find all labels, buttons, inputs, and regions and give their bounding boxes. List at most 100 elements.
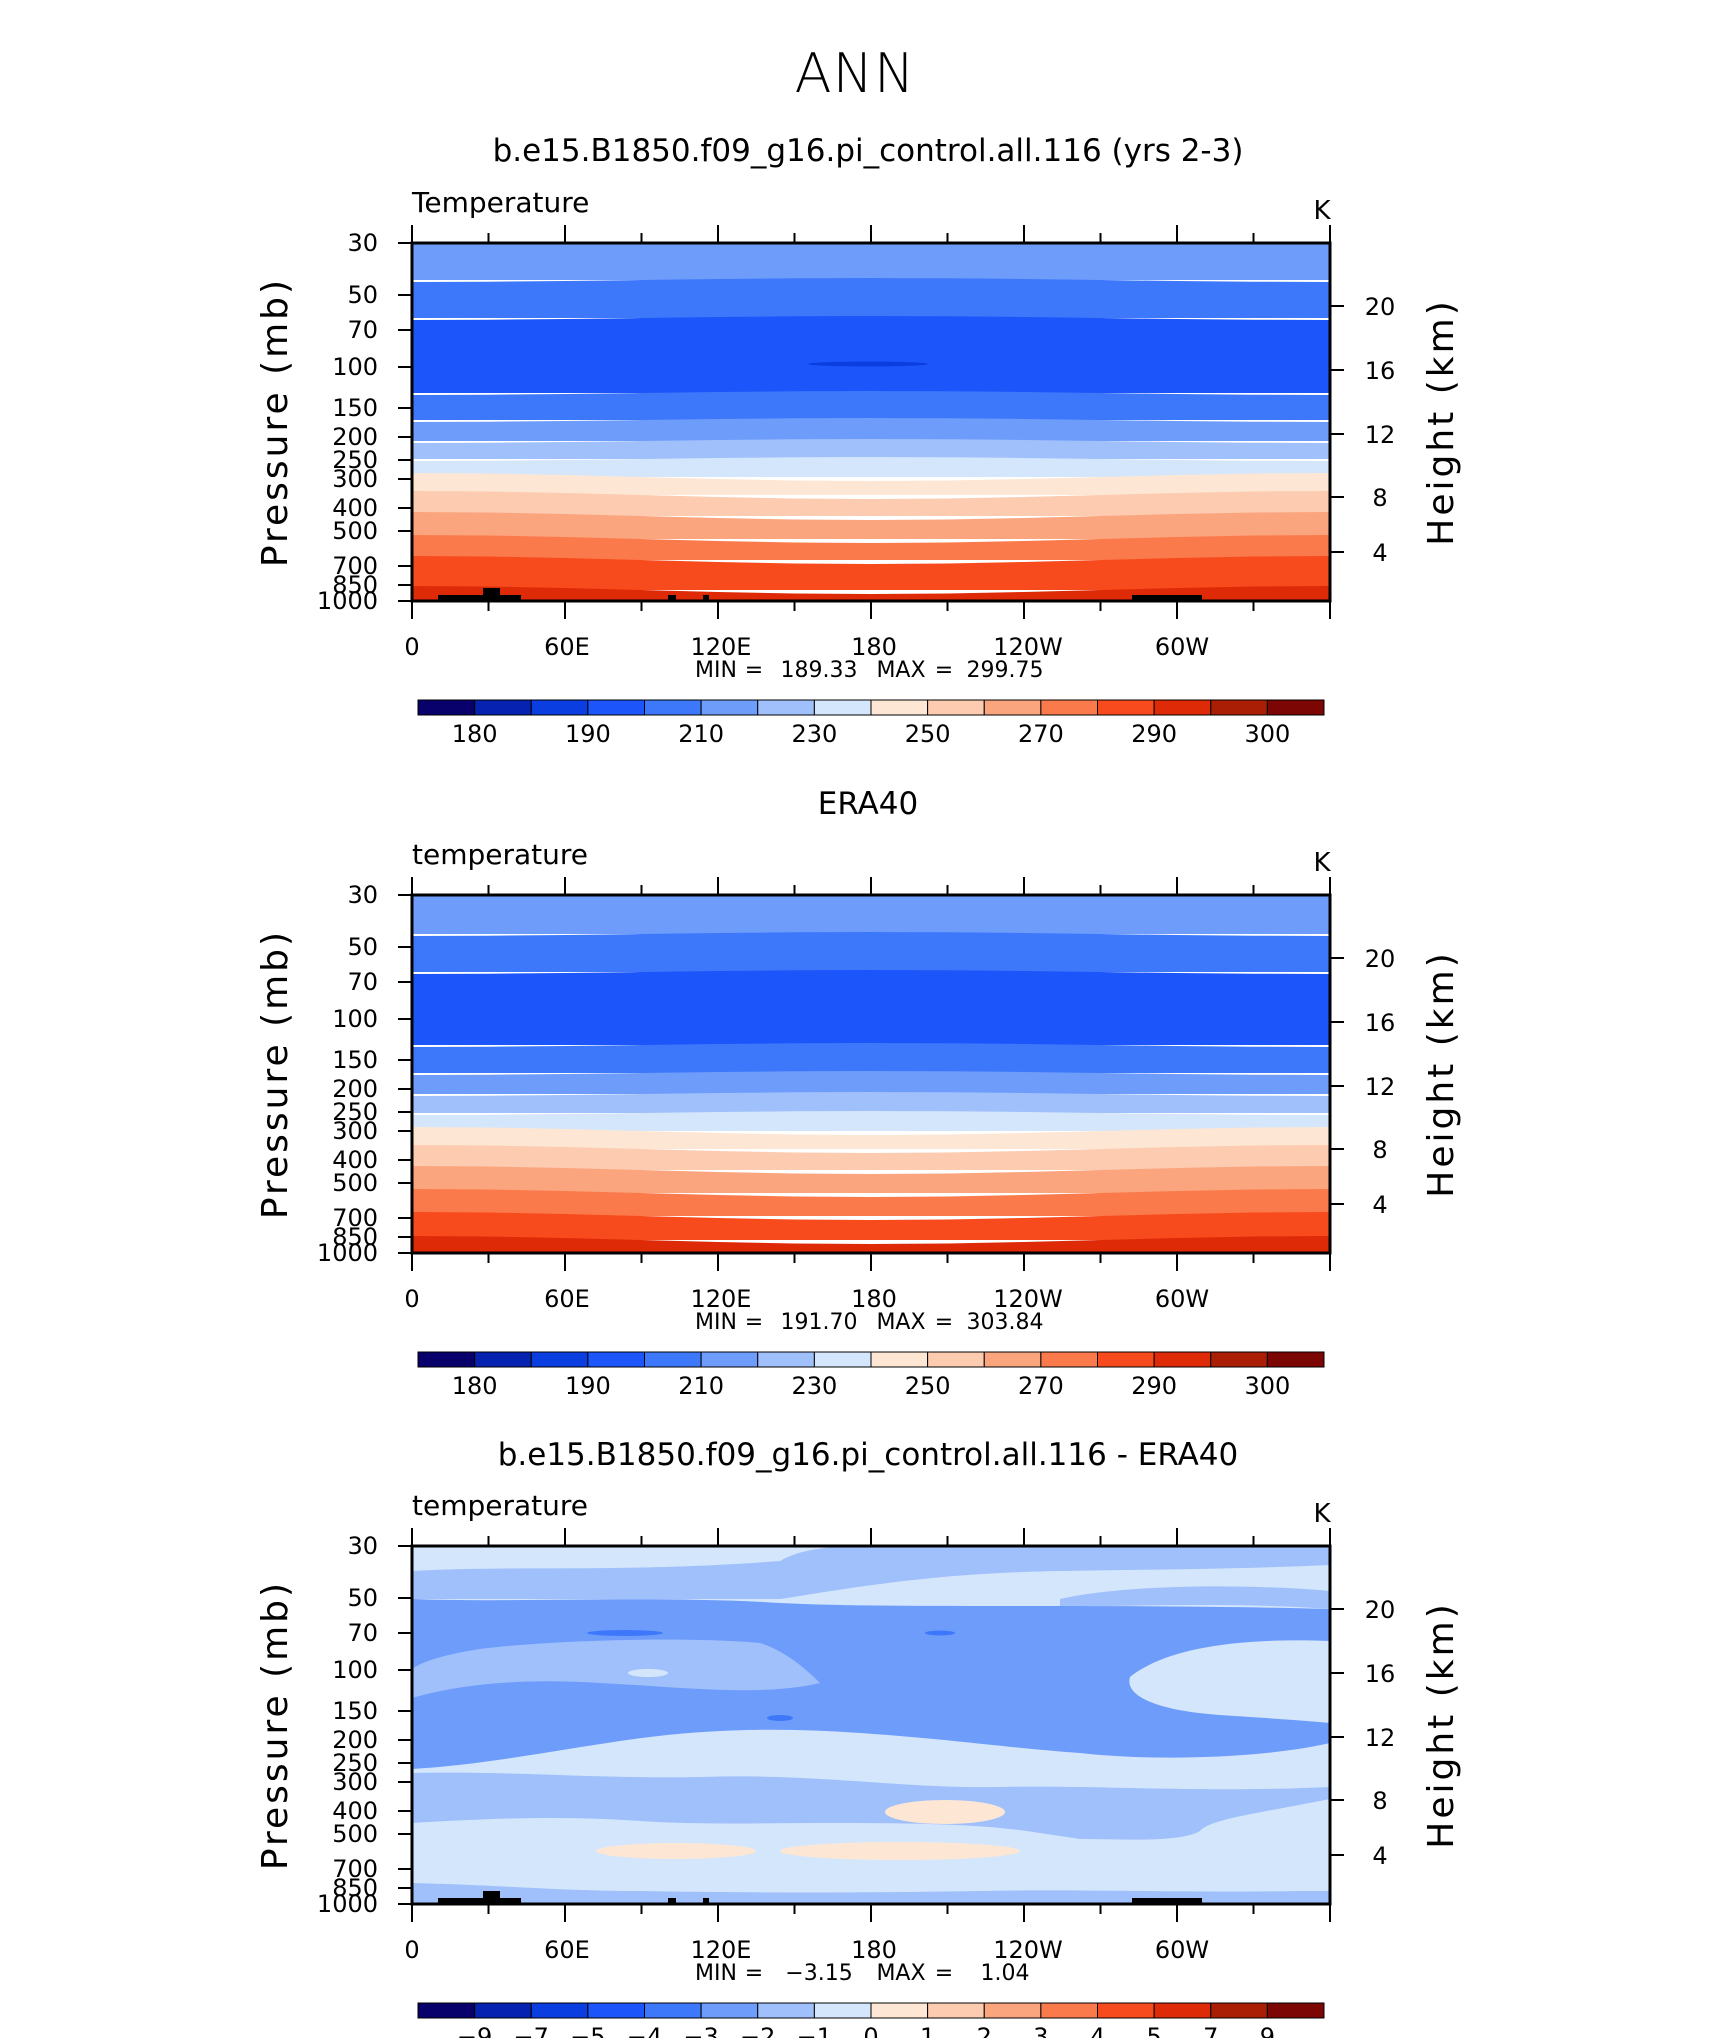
contour-band: [412, 418, 1330, 441]
max-equals: =: [935, 1961, 953, 1986]
pressure-tick-label: 200: [332, 423, 378, 451]
pressure-tick-label: 150: [332, 394, 378, 422]
variable-label: temperature: [412, 1489, 588, 1522]
pressure-tick-label: 500: [332, 1169, 378, 1197]
contour-band: [1060, 1586, 1330, 1609]
pressure-tick-label: 100: [332, 353, 378, 381]
max-value: 1.04: [981, 1961, 1030, 1986]
height-tick-label: 4: [1372, 1842, 1387, 1870]
pressure-tick-label: 30: [347, 1532, 378, 1560]
x-tick-label: 60E: [544, 633, 590, 661]
colorbar-box: [700, 2002, 759, 2019]
colorbar-label: 210: [678, 720, 724, 748]
contour-band: [412, 473, 1330, 495]
pressure-tick-label: 400: [332, 1146, 378, 1174]
contour-band: [412, 1111, 1330, 1131]
height-tick-label: 12: [1365, 421, 1396, 449]
min-label: MIN: [695, 1310, 737, 1335]
colorbar-label: −9: [457, 2023, 492, 2038]
x-tick-label: 120E: [691, 633, 752, 661]
contour-band: [412, 1212, 1330, 1240]
colorbar-label: 270: [1018, 720, 1064, 748]
colorbar-label: 1: [920, 2023, 935, 2038]
min-equals: =: [745, 1961, 763, 1986]
height-tick-label: 12: [1365, 1724, 1396, 1752]
topography-mask: [1132, 595, 1202, 601]
pressure-tick-label: 250: [332, 446, 378, 474]
colorbar-box: [1097, 2002, 1155, 2019]
height-tick-label: 8: [1372, 484, 1387, 512]
pressure-tick-label: 50: [347, 1584, 378, 1612]
colorbar-label: 300: [1244, 1372, 1290, 1400]
colorbar-box: [530, 2002, 589, 2019]
pressure-tick-label: 1000: [317, 1890, 378, 1918]
topography-mask: [438, 595, 521, 601]
min-label: MIN: [695, 1961, 737, 1986]
variable-label: Temperature: [411, 186, 589, 219]
contour-band: [780, 1842, 1020, 1860]
colorbar-label: 0: [863, 2023, 878, 2038]
pressure-tick-label: 500: [332, 517, 378, 545]
colorbar-box: [417, 2002, 476, 2019]
contour-band: [412, 439, 1330, 459]
pressure-tick-label: 70: [347, 1619, 378, 1647]
contour-band: [412, 491, 1330, 516]
colorbar-label: 180: [452, 1372, 498, 1400]
pressure-tick-label: 700: [332, 1204, 378, 1232]
colorbar-label: 290: [1131, 720, 1177, 748]
colorbar-box: [983, 2002, 1042, 2019]
colorbar-label: 250: [905, 720, 951, 748]
contour-band: [412, 1189, 1330, 1216]
x-tick-label: 180: [851, 1936, 897, 1964]
page-title: ANN: [794, 42, 916, 105]
pressure-tick-label: 400: [332, 1797, 378, 1825]
min-equals: =: [745, 658, 763, 683]
contour-band: [412, 1071, 1330, 1094]
pressure-tick-label: 30: [347, 881, 378, 909]
colorbar-label: 290: [1131, 1372, 1177, 1400]
x-tick-label: 120E: [691, 1936, 752, 1964]
pressure-tick-label: 100: [332, 1005, 378, 1033]
colorbar-box: [1266, 1351, 1325, 1368]
max-label: MAX: [876, 1310, 925, 1335]
contour-band: [412, 1127, 1330, 1149]
pressure-tick-label: 300: [332, 1117, 378, 1145]
max-label: MAX: [876, 1961, 925, 1986]
contour-band: [412, 970, 1330, 1045]
y2-axis-label: Height (km): [1421, 298, 1462, 545]
contour-band: [412, 895, 1330, 934]
contour-band: [412, 457, 1330, 477]
pressure-tick-label: 70: [347, 316, 378, 344]
colorbar-box: [927, 2002, 985, 2019]
contour-band: [412, 391, 1330, 420]
topography-mask: [703, 595, 709, 601]
max-value: 299.75: [967, 658, 1044, 683]
pressure-tick-label: 500: [332, 1820, 378, 1848]
x-tick-label: 180: [851, 1285, 897, 1313]
colorbar-label: 270: [1018, 1372, 1064, 1400]
min-equals: =: [745, 1310, 763, 1335]
colorbar-box: [644, 2002, 702, 2019]
height-tick-label: 20: [1365, 1596, 1396, 1624]
colorbar-label: 230: [791, 720, 837, 748]
x-tick-label: 0: [404, 1936, 419, 1964]
contour-band: [412, 586, 1330, 601]
contour-band: [885, 1800, 1005, 1824]
contour-band: [412, 316, 1330, 393]
height-tick-label: 16: [1365, 357, 1396, 385]
pressure-tick-label: 150: [332, 1046, 378, 1074]
colorbar-label: 7: [1203, 2023, 1218, 2038]
pressure-tick-label: 1000: [317, 1239, 378, 1267]
colorbar-box: [813, 2002, 872, 2019]
y2-axis-label: Height (km): [1421, 950, 1462, 1197]
height-tick-label: 8: [1372, 1787, 1387, 1815]
contour-band: [412, 1145, 1330, 1170]
contour-band: [412, 1236, 1330, 1253]
colorbar-box: [474, 2002, 532, 2019]
y-axis-label: Pressure (mb): [255, 277, 296, 567]
contour-band: [412, 556, 1330, 590]
pressure-tick-label: 400: [332, 494, 378, 522]
height-tick-label: 16: [1365, 1660, 1396, 1688]
